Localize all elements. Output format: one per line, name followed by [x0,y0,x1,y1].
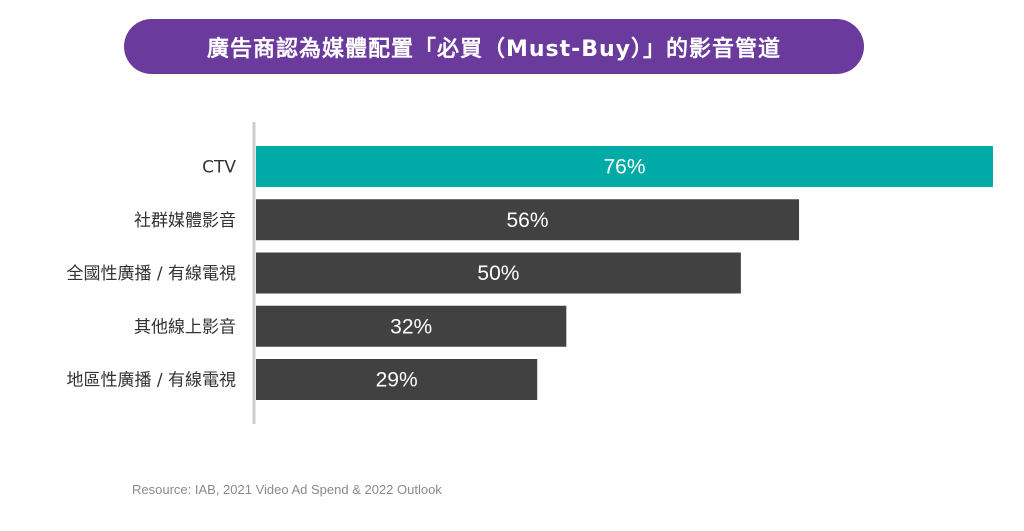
value-label-2: 50% [477,262,519,285]
bar-0 [256,146,993,187]
category-label-0: CTV [202,158,236,178]
chart-title: 廣告商認為媒體配置「必買（Must-Buy）」的影音管道 [124,19,864,74]
value-label-4: 29% [376,369,418,392]
category-label-2: 全國性廣播 / 有線電視 [66,264,236,284]
bar-2 [256,252,741,294]
category-label-1: 社群媒體影音 [134,211,236,231]
bar-4 [256,359,538,400]
value-label-1: 56% [507,209,549,232]
category-label-4: 地區性廣播 / 有線電視 [66,371,236,391]
value-label-3: 32% [390,315,432,338]
bar-3 [256,305,567,347]
source-note: Resource: IAB, 2021 Video Ad Spend & 202… [132,482,442,497]
category-label-3: 其他線上影音 [134,317,236,337]
value-label-0: 76% [603,156,645,179]
bar-1 [256,199,800,241]
